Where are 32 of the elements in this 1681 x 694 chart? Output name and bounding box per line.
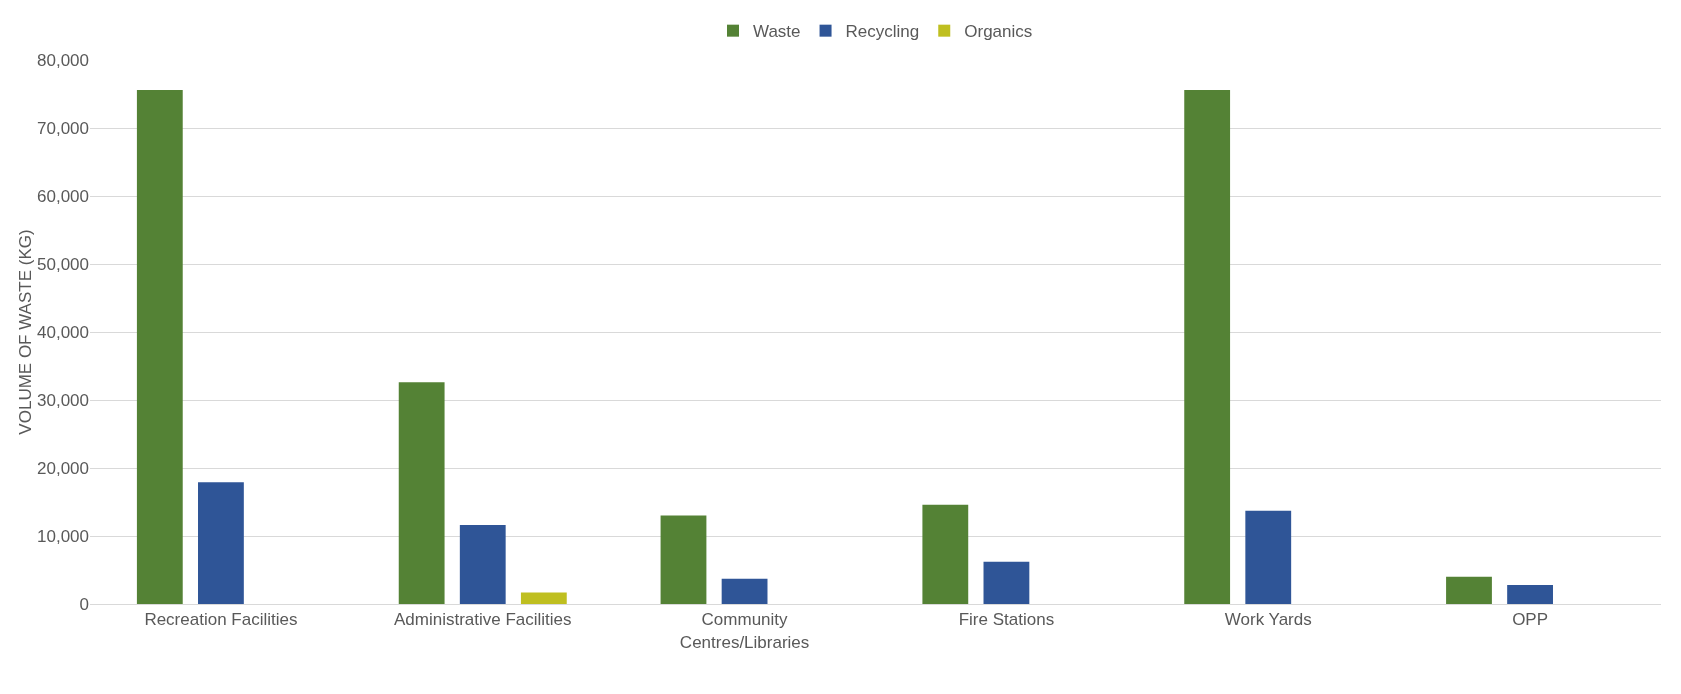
y-tick-label: 40,000: [37, 322, 89, 342]
y-tick-label: 30,000: [37, 390, 89, 410]
bar: [1245, 510, 1292, 604]
bar: [983, 561, 1030, 604]
x-tick-label: Recreation Facilities: [144, 610, 298, 630]
bar: [198, 482, 244, 604]
legend-label: Organics: [964, 22, 1033, 42]
x-tick-label: Administrative Facilities: [393, 610, 572, 630]
y-axis-title: VOLUME OF WASTE (KG): [16, 229, 35, 435]
bar: [398, 382, 445, 604]
y-tick-label: 80,000: [37, 50, 89, 70]
y-tick-label: 70,000: [37, 118, 89, 138]
y-tick-label: 60,000: [37, 186, 89, 206]
y-tick-label: 10,000: [37, 526, 89, 546]
bar: [136, 89, 183, 604]
y-tick-label: 0: [79, 594, 89, 614]
x-tick-label: Community Centres/Libraries: [679, 610, 810, 652]
bar: [922, 504, 969, 604]
bar: [520, 592, 567, 604]
legend-label: Recycling: [845, 22, 920, 42]
bar: [721, 578, 768, 604]
bar: [1446, 576, 1492, 604]
bar: [459, 525, 506, 604]
x-tick-label: Fire Stations: [958, 610, 1055, 630]
x-tick-label: Work Yards: [1224, 610, 1312, 630]
y-tick-label: 20,000: [37, 458, 89, 478]
legend-label: Waste: [753, 22, 801, 42]
bar: [1184, 89, 1231, 604]
x-tick-label: OPP: [1512, 610, 1549, 630]
bar: [660, 515, 707, 604]
y-tick-label: 50,000: [37, 254, 89, 274]
bar: [1507, 584, 1553, 604]
